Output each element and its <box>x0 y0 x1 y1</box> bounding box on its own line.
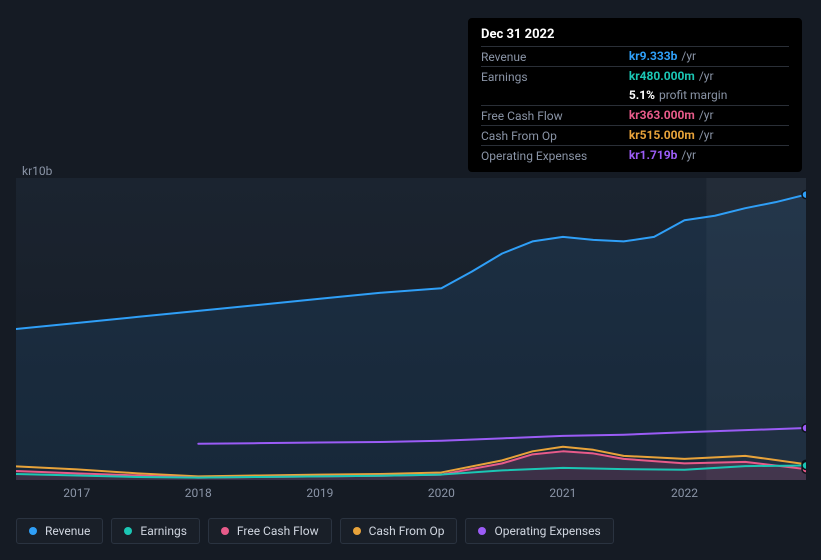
series-end-marker <box>802 462 806 470</box>
legend-dot-icon <box>124 527 132 535</box>
series-end-marker <box>802 191 806 199</box>
legend-item[interactable]: Earnings <box>111 518 200 544</box>
y-axis-tick-label: kr10b <box>22 164 52 178</box>
hover-tooltip: Dec 31 2022 Revenuekr9.333b/yrEarningskr… <box>468 18 802 172</box>
legend-item[interactable]: Operating Expenses <box>465 518 613 544</box>
tooltip-row: Operating Expenseskr1.719b/yr <box>481 146 789 166</box>
tooltip-row-value: kr515.000m/yr <box>629 126 789 146</box>
tooltip-subrow: 5.1%profit margin <box>481 86 789 106</box>
tooltip-row-label: Free Cash Flow <box>481 106 629 126</box>
tooltip-row-label: Cash From Op <box>481 126 629 146</box>
tooltip-row-value: kr1.719b/yr <box>629 146 789 166</box>
tooltip-row-label: Revenue <box>481 47 629 67</box>
tooltip-row-value: kr9.333b/yr <box>629 47 789 67</box>
x-axis-tick-label: 2021 <box>549 486 576 500</box>
tooltip-row-label: Operating Expenses <box>481 146 629 166</box>
tooltip-row: Cash From Opkr515.000m/yr <box>481 126 789 146</box>
tooltip-row: Free Cash Flowkr363.000m/yr <box>481 106 789 126</box>
legend-dot-icon <box>29 527 37 535</box>
tooltip-row: Earningskr480.000m/yr <box>481 67 789 87</box>
legend-label: Revenue <box>45 524 90 538</box>
x-axis-tick-label: 2019 <box>306 486 333 500</box>
x-axis-tick-label: 2017 <box>63 486 90 500</box>
tooltip-row: Revenuekr9.333b/yr <box>481 47 789 67</box>
legend-dot-icon <box>478 527 486 535</box>
legend-item[interactable]: Free Cash Flow <box>208 518 332 544</box>
x-axis-tick-label: 2020 <box>428 486 455 500</box>
legend-label: Cash From Op <box>369 524 445 538</box>
financials-chart <box>16 178 806 480</box>
series-end-marker <box>802 424 806 432</box>
tooltip-row-value: kr363.000m/yr <box>629 106 789 126</box>
legend-dot-icon <box>221 527 229 535</box>
legend-label: Free Cash Flow <box>237 524 319 538</box>
legend-item[interactable]: Revenue <box>16 518 103 544</box>
tooltip-row-value: kr480.000m/yr <box>629 67 789 87</box>
legend-dot-icon <box>353 527 361 535</box>
tooltip-table: Revenuekr9.333b/yrEarningskr480.000m/yr5… <box>481 46 789 165</box>
legend-label: Operating Expenses <box>494 524 600 538</box>
tooltip-date: Dec 31 2022 <box>481 27 789 42</box>
x-axis-tick-label: 2022 <box>671 486 698 500</box>
legend: Revenue Earnings Free Cash Flow Cash From O… <box>16 518 614 544</box>
tooltip-row-label: Earnings <box>481 67 629 87</box>
legend-item[interactable]: Cash From Op <box>340 518 458 544</box>
legend-label: Earnings <box>140 524 187 538</box>
x-axis-tick-label: 2018 <box>185 486 212 500</box>
